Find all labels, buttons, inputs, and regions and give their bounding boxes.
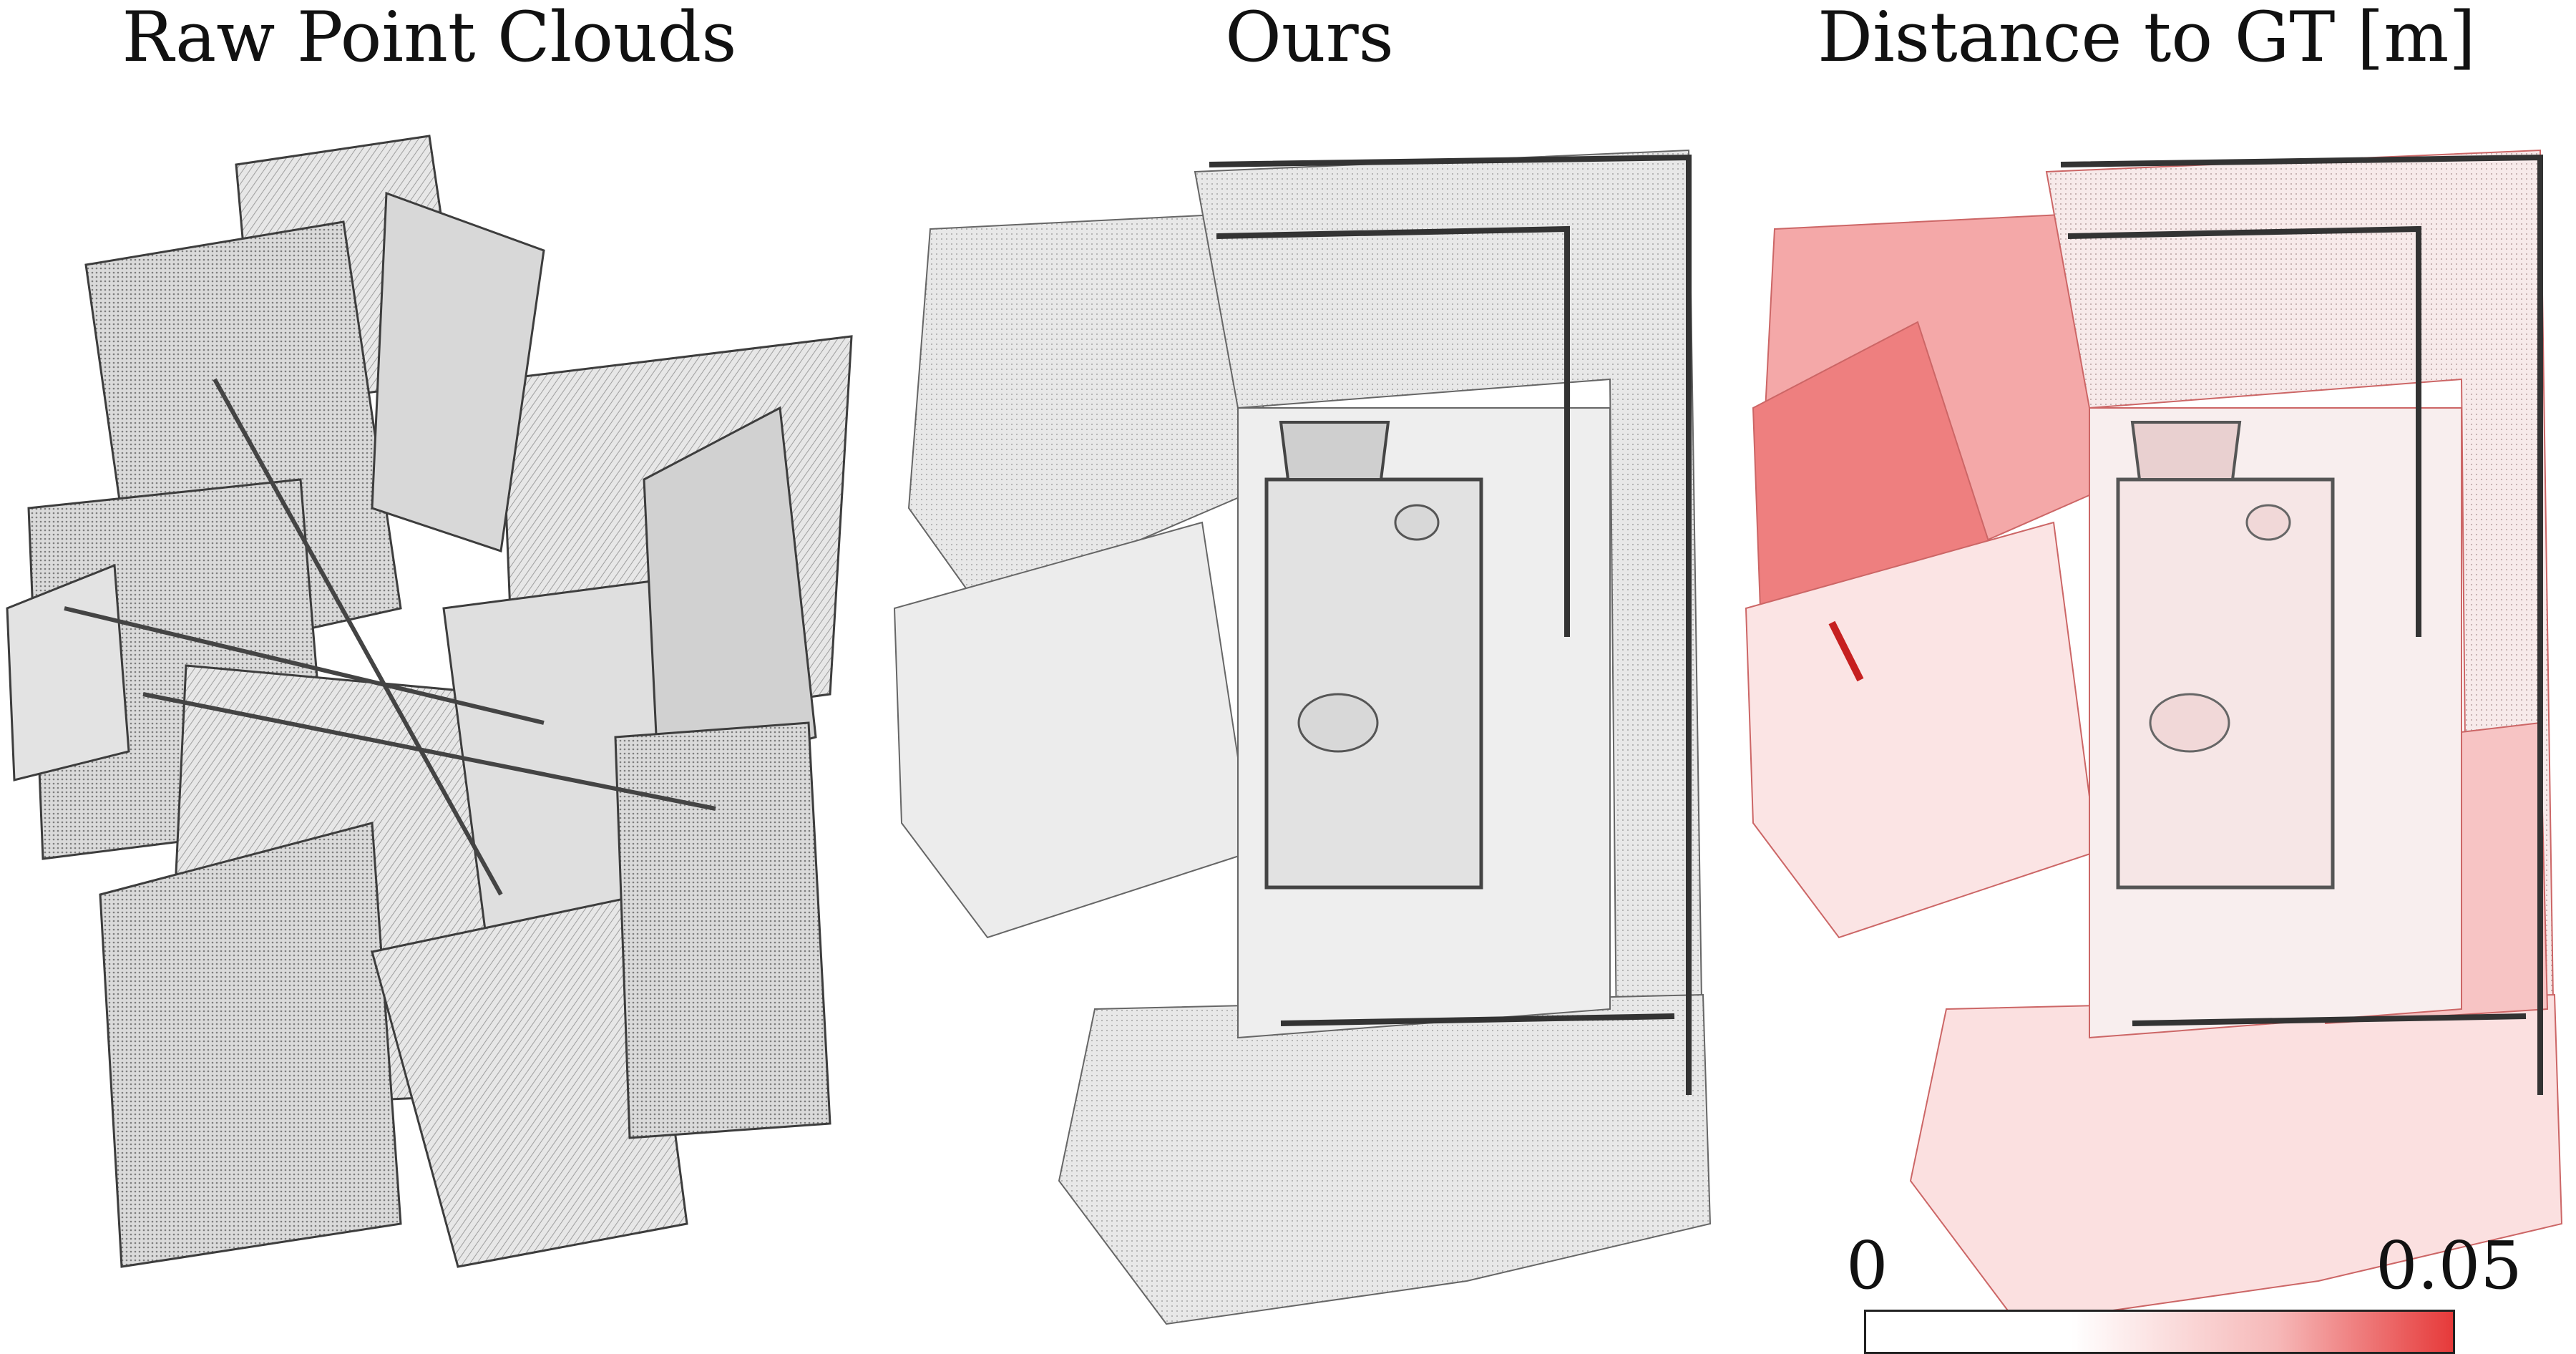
colorbar-min-label: 0 xyxy=(1846,1227,1888,1304)
panel-title-raw: Raw Point Clouds xyxy=(122,0,737,77)
aligned-point-cloud-image xyxy=(880,107,1724,1353)
distance-heatmap-image xyxy=(1739,107,2576,1353)
distance-colorbar xyxy=(1864,1310,2455,1354)
colorbar-max-label: 0.05 xyxy=(2376,1227,2522,1304)
panel-title-distance: Distance to GT [m] xyxy=(1818,0,2476,77)
panel-title-ours: Ours xyxy=(1225,0,1394,77)
raw-point-cloud-image xyxy=(0,107,859,1353)
